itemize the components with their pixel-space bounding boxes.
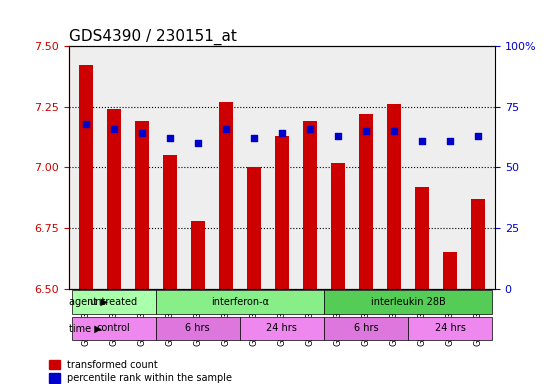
Bar: [128, 46, 156, 289]
Point: [333, 133, 342, 139]
FancyBboxPatch shape: [72, 290, 156, 314]
Bar: [72, 46, 100, 289]
Bar: [296, 46, 324, 289]
Bar: [100, 46, 128, 289]
Bar: [415, 187, 429, 289]
Point: [305, 126, 314, 132]
Bar: [107, 109, 120, 289]
Bar: [268, 46, 296, 289]
FancyBboxPatch shape: [324, 316, 408, 341]
Point: [138, 130, 146, 136]
Bar: [79, 66, 92, 289]
FancyBboxPatch shape: [156, 316, 240, 341]
Bar: [212, 46, 240, 289]
Text: untreated: untreated: [90, 297, 138, 307]
Bar: [387, 104, 401, 289]
Point: [446, 137, 454, 144]
Bar: [303, 121, 317, 289]
FancyBboxPatch shape: [408, 316, 492, 341]
Point: [417, 137, 426, 144]
Bar: [443, 252, 457, 289]
Bar: [163, 155, 177, 289]
Text: 24 hrs: 24 hrs: [434, 323, 465, 333]
Bar: [219, 102, 233, 289]
Text: control: control: [97, 323, 130, 333]
Bar: [48, 373, 60, 382]
Text: interleukin 28B: interleukin 28B: [371, 297, 446, 307]
Point: [250, 135, 258, 141]
Text: interferon-α: interferon-α: [211, 297, 269, 307]
Point: [194, 140, 202, 146]
Point: [166, 135, 174, 141]
Bar: [324, 46, 352, 289]
Bar: [240, 46, 268, 289]
Point: [109, 126, 118, 132]
Bar: [48, 360, 60, 369]
FancyBboxPatch shape: [72, 316, 156, 341]
FancyBboxPatch shape: [324, 290, 492, 314]
Bar: [331, 162, 345, 289]
Point: [474, 133, 482, 139]
Point: [361, 128, 370, 134]
Point: [277, 130, 286, 136]
Text: transformed count: transformed count: [67, 360, 158, 370]
Bar: [436, 46, 464, 289]
Bar: [247, 167, 261, 289]
FancyBboxPatch shape: [156, 290, 324, 314]
Text: 6 hrs: 6 hrs: [354, 323, 378, 333]
Bar: [135, 121, 148, 289]
Bar: [184, 46, 212, 289]
Bar: [359, 114, 373, 289]
Point: [222, 126, 230, 132]
Text: time ▶: time ▶: [69, 323, 102, 333]
Bar: [471, 199, 485, 289]
Text: 24 hrs: 24 hrs: [266, 323, 298, 333]
Text: agent ▶: agent ▶: [69, 297, 108, 307]
Point: [81, 121, 90, 127]
Bar: [156, 46, 184, 289]
Text: percentile rank within the sample: percentile rank within the sample: [67, 373, 232, 383]
Text: 6 hrs: 6 hrs: [185, 323, 210, 333]
Point: [389, 128, 398, 134]
Bar: [408, 46, 436, 289]
Bar: [191, 221, 205, 289]
FancyBboxPatch shape: [240, 316, 324, 341]
Text: GDS4390 / 230151_at: GDS4390 / 230151_at: [69, 28, 236, 45]
Bar: [352, 46, 380, 289]
Bar: [275, 136, 289, 289]
Bar: [464, 46, 492, 289]
Bar: [380, 46, 408, 289]
